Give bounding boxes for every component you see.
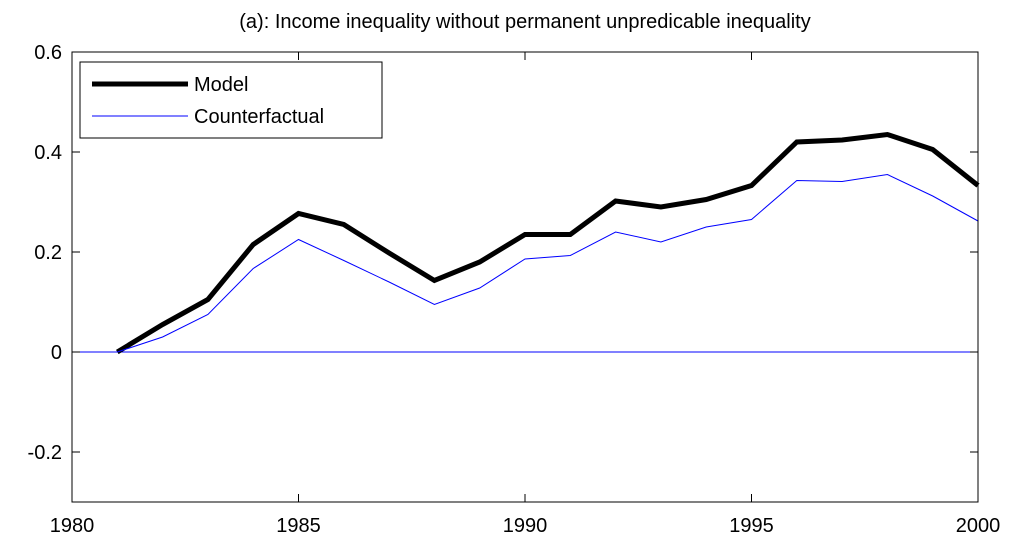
plot-frame [71, 51, 979, 503]
x-tick-label: 2000 [956, 515, 1001, 537]
series-line [116, 131, 980, 355]
y-tick-label: 0 [51, 342, 62, 364]
legend-label: Counterfactual [194, 106, 324, 128]
x-tick-label: 1990 [503, 515, 548, 537]
x-tick-label: 1995 [729, 515, 774, 537]
x-tick-label: 1985 [276, 515, 321, 537]
y-tick-label: 0.6 [34, 42, 62, 64]
y-tick-label: 0.2 [34, 242, 62, 264]
chart-title: (a): Income inequality without permanent… [239, 11, 810, 33]
legend-label: Model [194, 74, 248, 96]
x-tick-label: 1980 [50, 515, 95, 537]
series-line [117, 173, 979, 353]
legend-box [79, 61, 383, 139]
y-tick-label: -0.2 [28, 442, 62, 464]
y-tick-label: 0.4 [34, 142, 62, 164]
